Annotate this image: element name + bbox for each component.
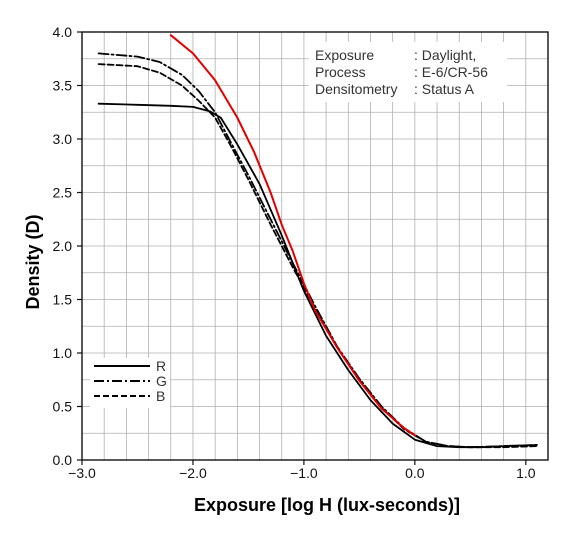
annotation-key: Densitometry bbox=[315, 81, 397, 97]
y-tick-label: 1.0 bbox=[53, 345, 73, 361]
series-b-curve bbox=[97, 63, 538, 449]
x-axis-title: Exposure [log H (lux-seconds)] bbox=[194, 495, 460, 515]
annotation-key: Exposure bbox=[315, 47, 374, 63]
legend: RGB bbox=[90, 358, 170, 408]
y-tick-label: 3.0 bbox=[53, 131, 73, 147]
x-tick-label: −3.0 bbox=[68, 465, 96, 481]
annotation-value: : E-6/CR-56 bbox=[414, 64, 488, 80]
y-tick-label: 0.5 bbox=[53, 399, 73, 415]
y-tick-label: 1.5 bbox=[53, 292, 73, 308]
series-layer bbox=[97, 34, 538, 449]
annotation-background bbox=[309, 42, 507, 102]
y-tick-label: 2.5 bbox=[53, 185, 73, 201]
x-tick-label: 1.0 bbox=[516, 465, 536, 481]
x-tick-label: −1.0 bbox=[290, 465, 318, 481]
x-tick-label: −2.0 bbox=[179, 465, 207, 481]
y-tick-label: 0.0 bbox=[53, 452, 73, 468]
tick-labels: −3.0 −2.0 −1.0 0.0 1.0 0.0 0.5 1.0 1.5 2.0 2.5 3.0 3… bbox=[53, 24, 536, 481]
legend-label-b: B bbox=[156, 388, 165, 404]
legend-label-r: R bbox=[156, 358, 166, 374]
legend-label-g: G bbox=[156, 373, 167, 389]
y-tick-label: 3.5 bbox=[53, 78, 73, 94]
series-red-curve bbox=[169, 34, 416, 437]
annotation-value: : Status A bbox=[414, 81, 475, 97]
y-tick-label: 2.0 bbox=[53, 238, 73, 254]
x-tick-label: 0.0 bbox=[405, 465, 425, 481]
y-tick-label: 4.0 bbox=[53, 24, 73, 40]
y-axis-title: Density (D) bbox=[23, 214, 43, 309]
annotation-box: Exposure : Daylight, Process : E-6/CR-56 Den… bbox=[309, 42, 507, 102]
annotation-key: Process bbox=[315, 64, 366, 80]
annotation-value: : Daylight, bbox=[414, 47, 476, 63]
